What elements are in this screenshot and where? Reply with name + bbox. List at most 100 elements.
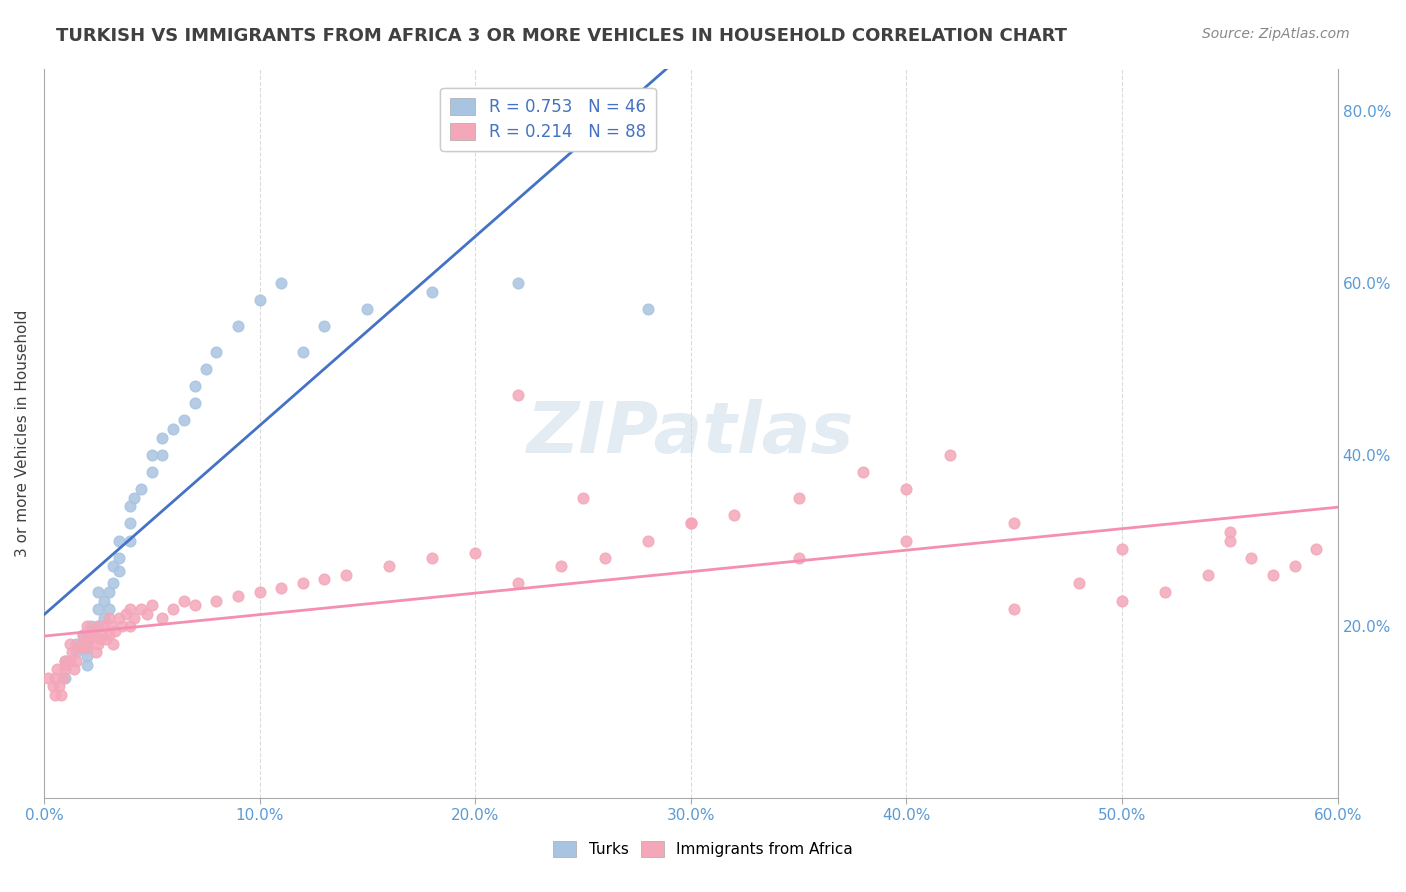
Point bbox=[356, 301, 378, 316]
Point bbox=[76, 619, 98, 633]
Point bbox=[114, 607, 136, 621]
Point bbox=[52, 671, 75, 685]
Point bbox=[44, 671, 66, 685]
Text: TURKISH VS IMMIGRANTS FROM AFRICA 3 OR MORE VEHICLES IN HOUSEHOLD CORRELATION CH: TURKISH VS IMMIGRANTS FROM AFRICA 3 OR M… bbox=[56, 27, 1067, 45]
Point bbox=[184, 396, 207, 410]
Point bbox=[162, 422, 184, 436]
Point bbox=[96, 632, 118, 647]
Point bbox=[65, 636, 87, 650]
Point bbox=[637, 301, 659, 316]
Point bbox=[55, 654, 77, 668]
Point bbox=[129, 602, 152, 616]
Legend: R = 0.753   N = 46, R = 0.214   N = 88: R = 0.753 N = 46, R = 0.214 N = 88 bbox=[440, 87, 655, 151]
Point bbox=[80, 628, 103, 642]
Point bbox=[1002, 516, 1025, 531]
Point bbox=[87, 619, 110, 633]
Point bbox=[152, 448, 174, 462]
Point bbox=[938, 448, 960, 462]
Point bbox=[97, 585, 120, 599]
Point bbox=[508, 276, 530, 290]
Point bbox=[335, 568, 357, 582]
Point bbox=[1154, 585, 1177, 599]
Point bbox=[108, 611, 131, 625]
Point bbox=[120, 533, 142, 548]
Point bbox=[87, 619, 110, 633]
Point bbox=[550, 559, 572, 574]
Point bbox=[787, 550, 810, 565]
Point bbox=[41, 680, 63, 694]
Point bbox=[37, 671, 59, 685]
Point bbox=[55, 658, 77, 673]
Point bbox=[91, 628, 114, 642]
Point bbox=[896, 482, 918, 496]
Point bbox=[249, 293, 271, 308]
Point bbox=[120, 500, 142, 514]
Point bbox=[205, 593, 228, 607]
Point bbox=[420, 550, 443, 565]
Point bbox=[55, 654, 77, 668]
Point bbox=[226, 318, 249, 333]
Point bbox=[270, 581, 292, 595]
Point bbox=[173, 413, 195, 427]
Point bbox=[124, 611, 146, 625]
Point bbox=[852, 465, 875, 479]
Point bbox=[226, 590, 249, 604]
Point bbox=[65, 654, 87, 668]
Point bbox=[291, 576, 314, 591]
Point bbox=[69, 636, 91, 650]
Point bbox=[205, 344, 228, 359]
Point bbox=[97, 611, 120, 625]
Point bbox=[76, 649, 98, 664]
Point bbox=[108, 550, 131, 565]
Point bbox=[141, 598, 163, 612]
Point bbox=[124, 491, 146, 505]
Point bbox=[129, 482, 152, 496]
Point bbox=[45, 662, 67, 676]
Point bbox=[314, 318, 336, 333]
Text: ZIPatlas: ZIPatlas bbox=[527, 399, 855, 467]
Point bbox=[1240, 550, 1263, 565]
Point bbox=[97, 628, 120, 642]
Legend: Turks, Immigrants from Africa: Turks, Immigrants from Africa bbox=[544, 832, 862, 866]
Point bbox=[1284, 559, 1306, 574]
Point bbox=[508, 576, 530, 591]
Point bbox=[141, 465, 163, 479]
Point bbox=[270, 276, 292, 290]
Point bbox=[593, 550, 616, 565]
Point bbox=[679, 516, 702, 531]
Point bbox=[1261, 568, 1284, 582]
Point bbox=[136, 607, 159, 621]
Point bbox=[72, 628, 94, 642]
Point bbox=[108, 533, 131, 548]
Point bbox=[110, 619, 132, 633]
Y-axis label: 3 or more Vehicles in Household: 3 or more Vehicles in Household bbox=[15, 310, 30, 557]
Point bbox=[120, 602, 142, 616]
Point bbox=[101, 636, 124, 650]
Point bbox=[1305, 542, 1327, 557]
Point bbox=[93, 611, 115, 625]
Point bbox=[76, 632, 98, 647]
Point bbox=[77, 632, 100, 647]
Point bbox=[104, 624, 127, 638]
Point bbox=[787, 491, 810, 505]
Point bbox=[249, 585, 271, 599]
Point bbox=[100, 619, 122, 633]
Point bbox=[76, 640, 98, 655]
Point bbox=[101, 559, 124, 574]
Point bbox=[679, 516, 702, 531]
Point bbox=[82, 624, 104, 638]
Point bbox=[97, 602, 120, 616]
Point bbox=[184, 379, 207, 393]
Point bbox=[1219, 524, 1241, 539]
Point bbox=[44, 688, 66, 702]
Point bbox=[87, 636, 110, 650]
Point bbox=[1002, 602, 1025, 616]
Point bbox=[89, 632, 111, 647]
Point bbox=[120, 619, 142, 633]
Point bbox=[49, 688, 72, 702]
Text: Source: ZipAtlas.com: Source: ZipAtlas.com bbox=[1202, 27, 1350, 41]
Point bbox=[1111, 542, 1133, 557]
Point bbox=[93, 593, 115, 607]
Point bbox=[896, 533, 918, 548]
Point bbox=[152, 611, 174, 625]
